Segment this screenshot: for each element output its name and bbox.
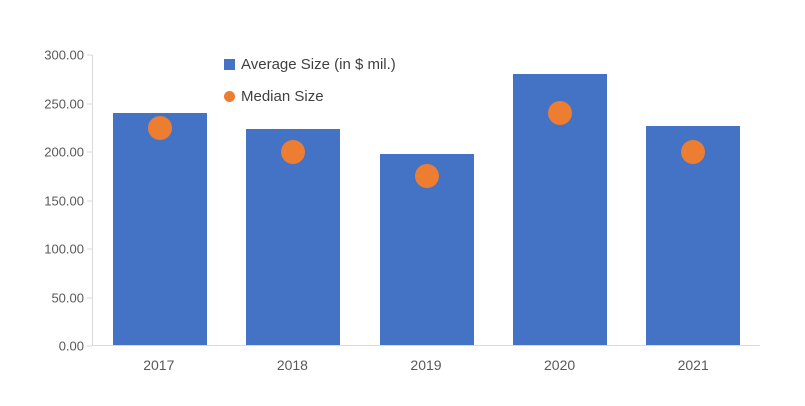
category-slot-2020 bbox=[493, 55, 626, 345]
x-tick-label-2021: 2021 bbox=[677, 357, 709, 373]
y-tick-mark bbox=[87, 297, 92, 298]
median-dot-2020 bbox=[547, 101, 572, 125]
median-dot-2019 bbox=[414, 163, 439, 188]
legend-label-median-size: Median Size bbox=[241, 88, 324, 105]
scatter-series-swatch-icon bbox=[224, 91, 235, 102]
y-tick-label: 150.00 bbox=[44, 193, 84, 208]
median-dot-2021 bbox=[681, 139, 706, 164]
y-tick-label: 100.00 bbox=[44, 241, 84, 257]
legend-item-median-size: Median Size bbox=[224, 89, 396, 104]
y-tick-mark bbox=[87, 54, 92, 56]
bar-2017 bbox=[112, 113, 207, 345]
legend-item-average-size: Average Size (in $ mil.) bbox=[224, 57, 396, 72]
y-tick-label: 200.00 bbox=[44, 144, 84, 160]
y-tick-label: 50.00 bbox=[51, 290, 84, 305]
x-axis-labels: 2017 2018 2019 2020 2021 bbox=[92, 355, 760, 375]
y-axis-labels: 0.00 50.00 100.00 150.00 200.00 250.00 300.00 bbox=[0, 49, 84, 353]
x-tick-label-2019: 2019 bbox=[410, 357, 442, 373]
y-tick-label: 300.00 bbox=[44, 47, 84, 63]
legend-label-average-size: Average Size (in $ mil.) bbox=[241, 56, 396, 73]
chart-legend: Average Size (in $ mil.) Median Size bbox=[224, 57, 396, 121]
category-slot-2021 bbox=[627, 55, 760, 345]
y-axis-ticks bbox=[87, 54, 92, 347]
y-tick-label: 0.00 bbox=[58, 338, 84, 354]
y-tick-mark bbox=[87, 151, 92, 153]
y-tick-mark bbox=[87, 248, 92, 250]
y-tick-mark bbox=[87, 103, 92, 104]
category-slot-2018 bbox=[226, 55, 359, 345]
plot-area bbox=[92, 55, 760, 346]
y-tick-label: 250.00 bbox=[44, 96, 84, 111]
x-tick-label-2017: 2017 bbox=[143, 357, 175, 373]
y-tick-mark bbox=[87, 200, 92, 201]
median-dot-2017 bbox=[147, 115, 172, 140]
category-slot-2019 bbox=[360, 55, 493, 345]
bar-series-swatch-icon bbox=[224, 59, 235, 70]
x-tick-label-2020: 2020 bbox=[544, 357, 576, 373]
x-tick-label-2018: 2018 bbox=[276, 357, 308, 373]
category-slot-2017 bbox=[93, 55, 226, 345]
y-tick-mark bbox=[87, 345, 92, 347]
median-dot-2018 bbox=[281, 139, 306, 164]
bar-2018 bbox=[246, 129, 341, 345]
